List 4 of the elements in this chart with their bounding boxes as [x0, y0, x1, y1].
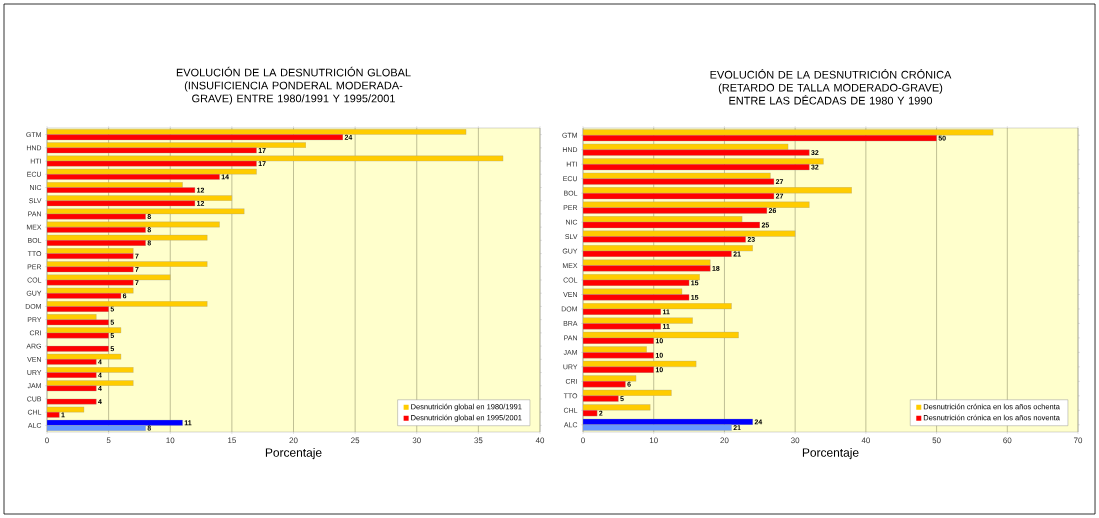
x-axis-title: Porcentaje — [265, 448, 322, 460]
chart-title: EVOLUCIÓN DE LA DESNUTRICIÓN CRÓNICA (RETARDO DE TALLA MODERADO-GRAVE) ENTRE LAS DÉCADAS DE 1980 Y 1990 — [710, 69, 952, 105]
x-axis-title: Porcentaje — [802, 448, 859, 460]
chart-title: EVOLUCIÓN DE LA DESNUTRICIÓN GLOBAL (INSUFICIENCIA PONDERAL MODERADA-GRAVE) ENTRE 1980/1991 Y 1995/2001 — [176, 66, 411, 105]
